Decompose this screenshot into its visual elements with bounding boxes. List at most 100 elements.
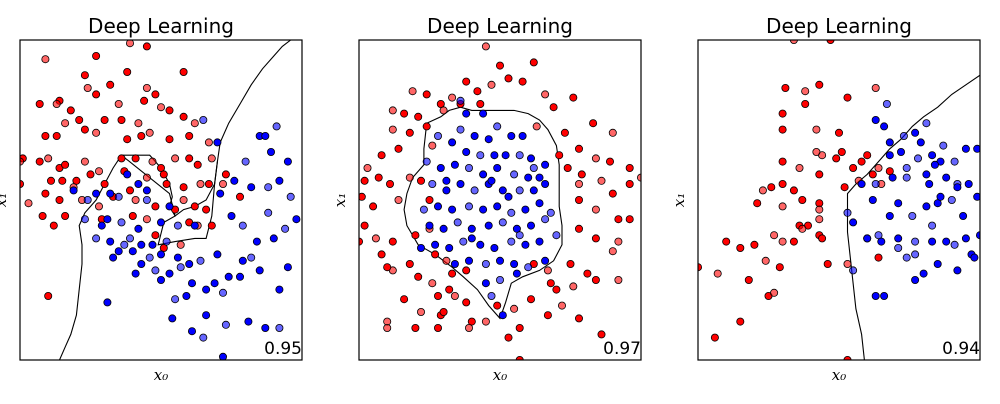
data-point-class-0	[801, 100, 810, 109]
data-point-class-0	[767, 183, 776, 192]
data-point-class-0	[832, 154, 841, 163]
data-point-class-0	[95, 202, 104, 211]
data-point-class-0	[857, 157, 866, 166]
data-point-class-0	[176, 240, 185, 249]
data-point-class-0	[52, 100, 61, 109]
data-point-class-0	[778, 157, 787, 166]
data-point-class-0	[569, 93, 578, 102]
data-point-class-1	[476, 151, 485, 160]
data-point-class-0	[202, 205, 211, 214]
data-point-class-1	[908, 211, 917, 220]
data-point-class-1	[117, 218, 126, 227]
data-point-class-1	[857, 179, 866, 188]
data-point-class-1	[911, 250, 920, 259]
data-point-class-0	[411, 323, 420, 332]
data-point-class-1	[281, 224, 290, 233]
data-point-class-1	[942, 173, 951, 182]
data-point-class-0	[462, 266, 471, 275]
data-point-class-1	[885, 151, 894, 160]
data-point-class-0	[165, 106, 174, 115]
data-point-class-1	[871, 116, 880, 125]
data-point-class-1	[269, 234, 278, 243]
data-point-class-1	[526, 154, 535, 163]
data-point-class-1	[235, 272, 244, 281]
data-point-class-0	[428, 279, 437, 288]
data-point-class-1	[498, 186, 507, 195]
data-point-class-0	[543, 266, 552, 275]
data-point-class-0	[815, 80, 824, 89]
data-point-class-0	[190, 202, 199, 211]
data-point-class-1	[515, 186, 524, 195]
data-point-class-1	[210, 279, 219, 288]
data-point-class-0	[843, 93, 852, 102]
data-point-class-1	[456, 96, 465, 105]
data-point-class-1	[919, 269, 928, 278]
data-point-class-0	[218, 179, 227, 188]
data-point-class-0	[614, 215, 623, 224]
data-point-class-1	[247, 183, 256, 192]
data-point-class-0	[583, 269, 592, 278]
data-point-class-1	[190, 221, 199, 230]
data-point-class-0	[92, 51, 101, 60]
data-point-class-1	[176, 263, 185, 272]
data-point-class-1	[224, 272, 233, 281]
data-point-class-0	[131, 195, 140, 204]
data-point-class-0	[566, 259, 575, 268]
data-point-class-0	[815, 205, 824, 214]
data-point-class-1	[114, 192, 123, 201]
data-point-class-0	[448, 269, 457, 278]
data-point-class-0	[400, 295, 409, 304]
panel-1-title: Deep Learning	[88, 14, 234, 38]
data-point-class-0	[52, 132, 61, 141]
data-point-class-1	[275, 176, 284, 185]
data-point-class-1	[490, 243, 499, 252]
data-point-class-0	[608, 128, 617, 137]
data-point-class-0	[591, 205, 600, 214]
panel-1-frame	[19, 39, 303, 361]
data-point-class-0	[142, 215, 151, 224]
data-point-class-0	[148, 157, 157, 166]
data-point-class-0	[123, 135, 132, 144]
data-point-class-0	[798, 224, 807, 233]
data-point-class-0	[487, 80, 496, 89]
data-point-class-1	[930, 160, 939, 169]
data-point-class-1	[202, 311, 211, 320]
data-point-class-1	[493, 202, 502, 211]
data-point-class-1	[541, 179, 550, 188]
data-point-class-0	[450, 291, 459, 300]
data-point-class-1	[922, 170, 931, 179]
data-point-class-1	[261, 132, 270, 141]
data-point-class-0	[614, 275, 623, 284]
data-point-class-0	[383, 323, 392, 332]
data-point-class-0	[574, 195, 583, 204]
data-point-class-0	[95, 167, 104, 176]
data-point-class-0	[371, 234, 380, 243]
data-point-class-1	[947, 195, 956, 204]
data-point-class-1	[541, 160, 550, 169]
data-point-class-0	[753, 199, 762, 208]
data-point-class-1	[436, 164, 445, 173]
data-point-class-0	[80, 125, 89, 134]
data-point-class-0	[445, 285, 454, 294]
data-point-class-1	[936, 192, 945, 201]
data-point-class-0	[608, 189, 617, 198]
data-point-class-0	[41, 189, 50, 198]
data-point-class-1	[434, 132, 443, 141]
data-point-class-0	[137, 132, 146, 141]
data-point-class-0	[35, 157, 44, 166]
data-point-class-1	[928, 221, 937, 230]
data-point-class-1	[431, 240, 440, 249]
data-point-class-1	[199, 333, 208, 342]
data-point-class-1	[894, 199, 903, 208]
data-point-class-1	[442, 176, 451, 185]
data-point-class-0	[156, 103, 165, 112]
data-point-class-1	[199, 116, 208, 125]
data-point-class-1	[885, 138, 894, 147]
data-point-class-0	[207, 221, 216, 230]
data-point-class-0	[179, 67, 188, 76]
data-point-class-1	[911, 128, 920, 137]
data-point-class-0	[789, 237, 798, 246]
data-point-class-0	[439, 106, 448, 115]
data-point-class-0	[417, 307, 426, 316]
data-point-class-1	[942, 237, 951, 246]
